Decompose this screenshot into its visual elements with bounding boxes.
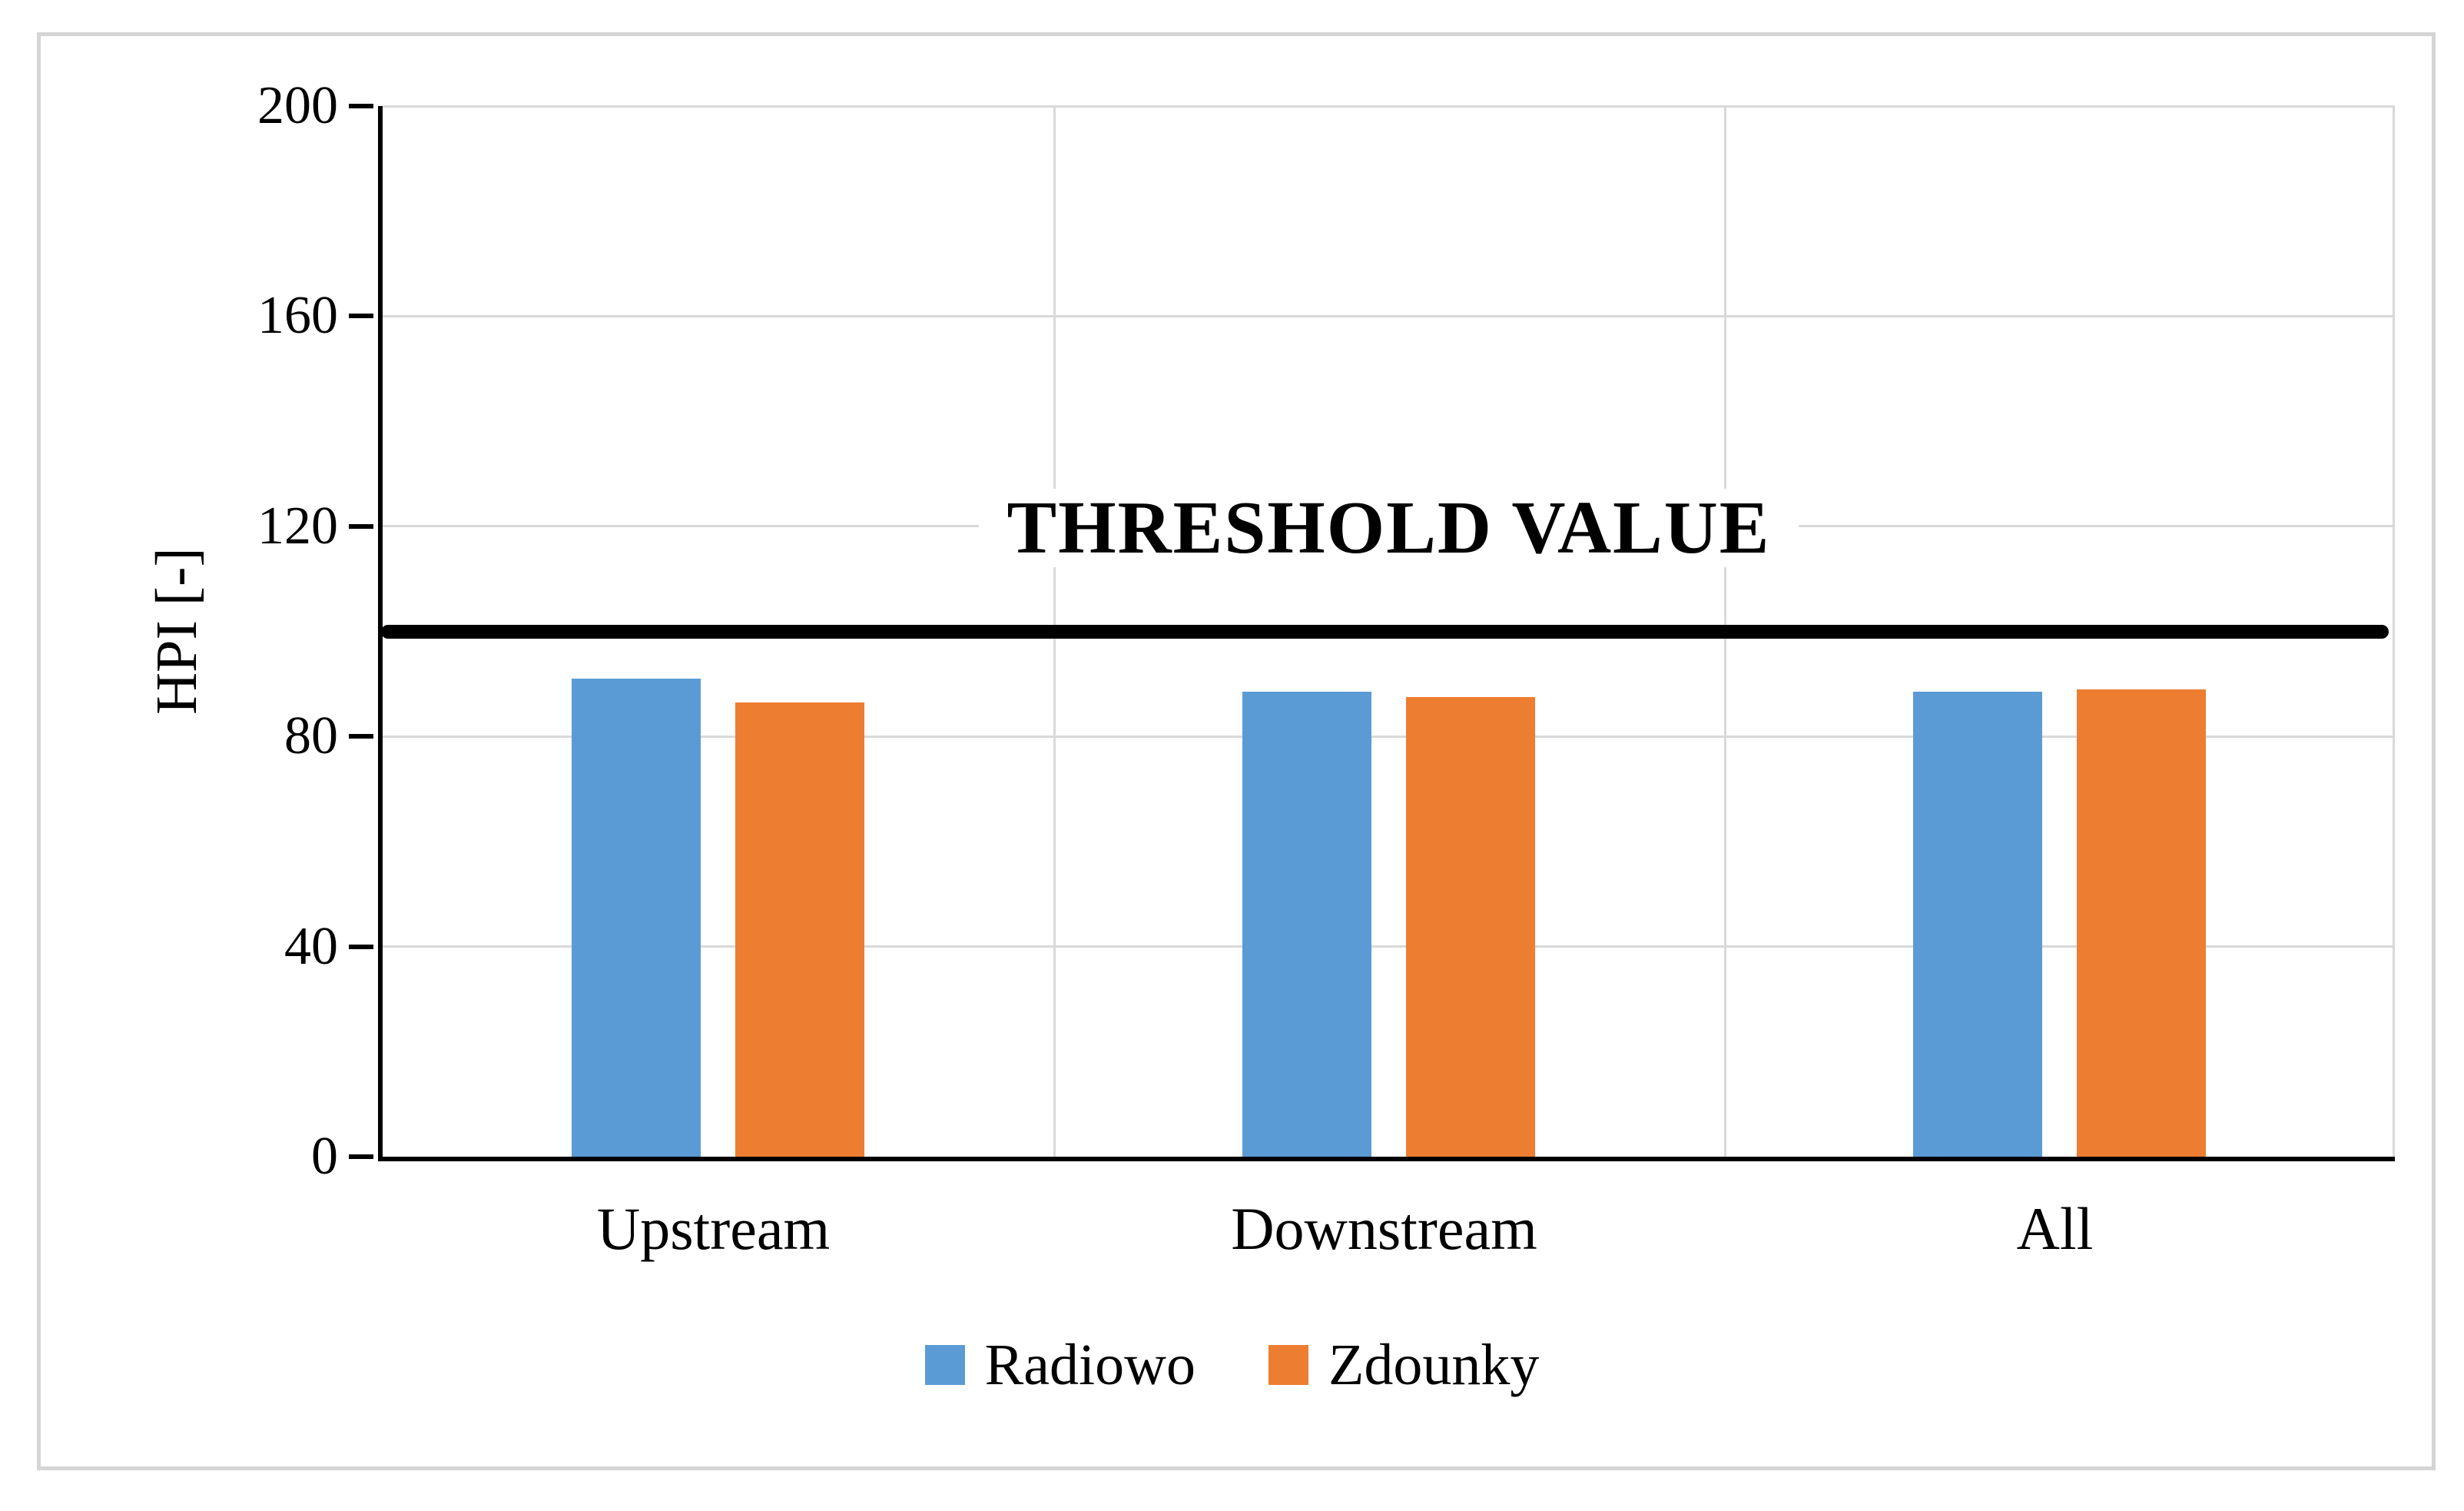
y-tick-label: 0	[311, 1127, 338, 1186]
threshold-label: THRESHOLD VALUE	[979, 489, 1799, 567]
threshold-label-row: THRESHOLD VALUE	[383, 489, 2395, 567]
y-tick-label: 120	[257, 496, 338, 556]
y-tick-mark	[349, 734, 373, 739]
category-label-downstream: Downstream	[1231, 1195, 1537, 1262]
y-axis-title: HPI [-]	[144, 547, 209, 715]
legend-item-zdounky: Zdounky	[1268, 1336, 1539, 1394]
legend-swatch-icon	[924, 1345, 965, 1385]
gridline-horizontal	[383, 314, 2395, 317]
legend: Radiowo Zdounky	[0, 1336, 2464, 1394]
gridline-horizontal	[383, 945, 2395, 948]
bar-radiowo-upstream	[572, 679, 701, 1157]
y-tick-mark	[349, 314, 373, 319]
figure-border	[37, 32, 2436, 1470]
legend-swatch-icon	[1268, 1345, 1308, 1385]
y-tick-label: 40	[284, 916, 338, 976]
plot-area: THRESHOLD VALUE	[378, 105, 2395, 1161]
category-label-upstream: Upstream	[596, 1195, 831, 1262]
bar-zdounky-upstream	[735, 702, 864, 1157]
bar-zdounky-downstream	[1406, 696, 1535, 1157]
bar-zdounky-all	[2077, 689, 2206, 1157]
y-tick-mark	[349, 104, 373, 108]
threshold-line	[381, 624, 2389, 639]
gridline-horizontal	[383, 735, 2395, 738]
legend-label: Radiowo	[984, 1333, 1196, 1397]
y-tick-mark	[349, 944, 373, 949]
y-tick-label: 80	[284, 706, 338, 766]
legend-label: Zdounky	[1328, 1333, 1540, 1397]
y-tick-mark	[349, 523, 373, 529]
y-tick-label: 200	[257, 76, 338, 135]
y-tick-label: 160	[257, 286, 338, 346]
bar-radiowo-all	[1913, 692, 2042, 1157]
gridline-vertical	[2393, 106, 2395, 1157]
bar-radiowo-downstream	[1242, 692, 1371, 1157]
y-tick-mark	[349, 1154, 373, 1159]
category-label-all: All	[2016, 1195, 2094, 1262]
gridline-horizontal	[383, 105, 2395, 108]
legend-item-radiowo: Radiowo	[924, 1333, 1196, 1397]
